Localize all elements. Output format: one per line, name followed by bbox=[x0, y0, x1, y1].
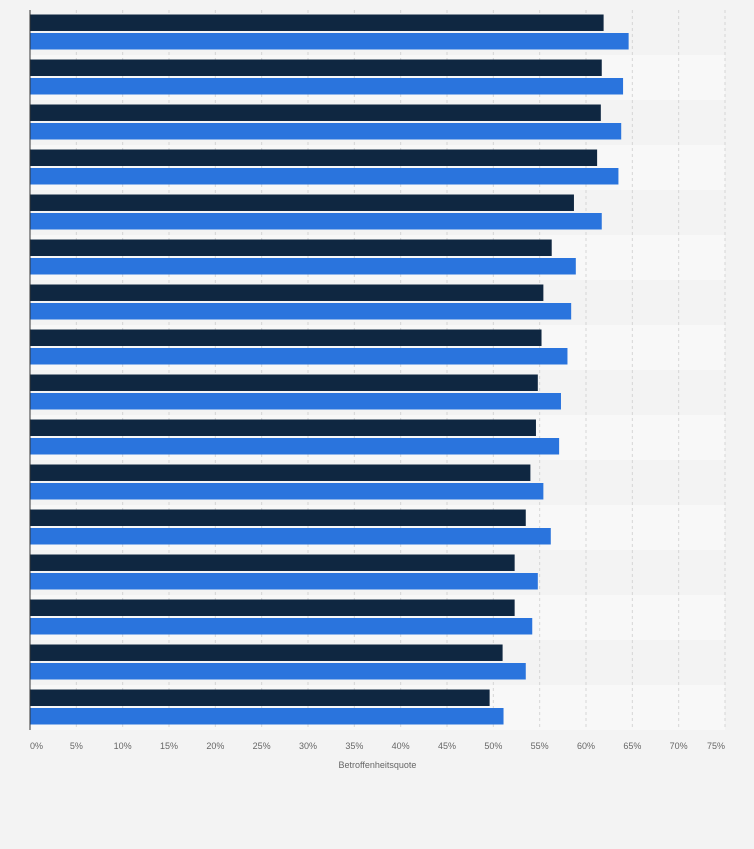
bar-series2-row6 bbox=[30, 258, 576, 275]
x-tick-label: 0% bbox=[30, 741, 43, 751]
x-tick-label: 55% bbox=[531, 741, 549, 751]
x-tick-label: 25% bbox=[253, 741, 271, 751]
x-tick-label: 70% bbox=[670, 741, 688, 751]
bar-series1-row14 bbox=[30, 599, 515, 616]
x-tick-labels: 0% 5% 10% 15% 20% 25% 30% 35% 40% 45% 50% 55% 60% 65%… bbox=[30, 741, 725, 751]
bar-series1-row12 bbox=[30, 509, 526, 526]
bar-series2-row16 bbox=[30, 708, 504, 725]
bar-series2-row10 bbox=[30, 438, 560, 455]
bar-series1-row6 bbox=[30, 239, 552, 256]
x-tick-label: 75% bbox=[707, 741, 725, 751]
bar-series2-row5 bbox=[30, 213, 602, 230]
bar-series1-row7 bbox=[30, 284, 544, 301]
bar-series2-row7 bbox=[30, 303, 572, 320]
bar-series1-row15 bbox=[30, 644, 503, 661]
x-tick-label: 40% bbox=[392, 741, 410, 751]
bar-series1-row3 bbox=[30, 104, 601, 121]
bar-series2-row4 bbox=[30, 168, 619, 185]
x-tick-label: 30% bbox=[299, 741, 317, 751]
x-tick-label: 20% bbox=[206, 741, 224, 751]
bar-series2-row3 bbox=[30, 123, 622, 140]
bar-series1-row8 bbox=[30, 329, 542, 346]
x-tick-label: 5% bbox=[70, 741, 83, 751]
x-tick-label: 60% bbox=[577, 741, 595, 751]
bar-series2-row2 bbox=[30, 78, 624, 95]
x-tick-label: 45% bbox=[438, 741, 456, 751]
bar-series1-row1 bbox=[30, 14, 604, 31]
bar-series1-row9 bbox=[30, 374, 538, 391]
bars bbox=[30, 14, 629, 725]
bar-series2-row12 bbox=[30, 528, 551, 545]
bar-series1-row2 bbox=[30, 59, 602, 76]
x-tick-label: 50% bbox=[484, 741, 502, 751]
x-tick-label: 35% bbox=[345, 741, 363, 751]
x-tick-label: 65% bbox=[623, 741, 641, 751]
bar-series2-row14 bbox=[30, 618, 533, 635]
bar-series1-row16 bbox=[30, 689, 490, 706]
bar-series1-row5 bbox=[30, 194, 574, 211]
bar-series1-row4 bbox=[30, 149, 598, 166]
bar-series2-row11 bbox=[30, 483, 544, 500]
bar-series2-row13 bbox=[30, 573, 538, 590]
bar-series2-row1 bbox=[30, 33, 629, 50]
bar-series1-row13 bbox=[30, 554, 515, 571]
bar-series1-row10 bbox=[30, 419, 536, 436]
bar-series1-row11 bbox=[30, 464, 531, 481]
x-tick-label: 10% bbox=[114, 741, 132, 751]
x-tick-label: 15% bbox=[160, 741, 178, 751]
bar-series2-row9 bbox=[30, 393, 561, 410]
x-axis-title: Betroffenheitsquote bbox=[339, 760, 417, 770]
bar-series2-row8 bbox=[30, 348, 568, 365]
bar-series2-row15 bbox=[30, 663, 526, 680]
